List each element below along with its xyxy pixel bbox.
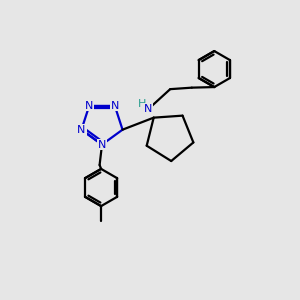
Text: H: H (137, 99, 146, 109)
Text: N: N (144, 104, 152, 114)
Text: N: N (110, 100, 119, 110)
Text: N: N (77, 125, 86, 135)
Text: N: N (98, 140, 106, 150)
Text: N: N (85, 100, 94, 110)
